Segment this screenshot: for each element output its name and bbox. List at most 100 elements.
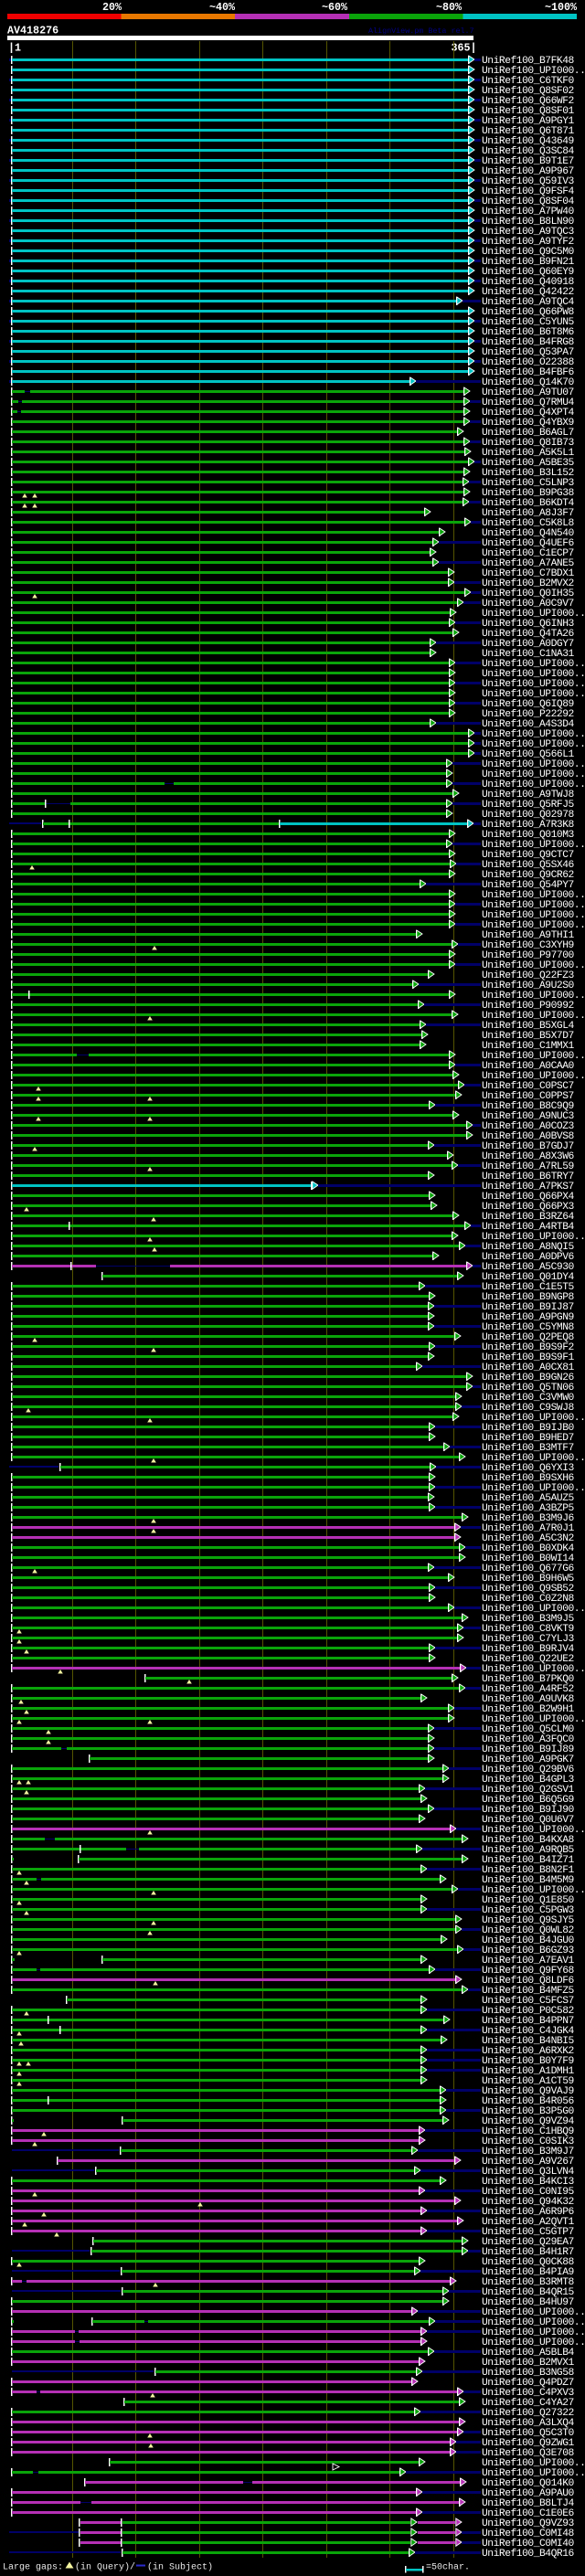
svg-text:UniRef100_B7GDJ7: UniRef100_B7GDJ7 — [482, 1141, 574, 1152]
svg-text:UniRef100_A7EAV1: UniRef100_A7EAV1 — [482, 1956, 574, 1966]
svg-text:UniRef100_B9FN21: UniRef100_B9FN21 — [482, 257, 574, 268]
svg-text:UniRef100_Q53PA7: UniRef100_Q53PA7 — [482, 347, 574, 358]
svg-text:UniRef100_UPI000..: UniRef100_UPI000.. — [482, 2317, 585, 2328]
svg-text:UniRef100_Q01DY4: UniRef100_Q01DY4 — [482, 1272, 574, 1283]
svg-text:UniRef100_C5K8L8: UniRef100_C5K8L8 — [482, 518, 574, 529]
svg-text:UniRef100_B6T8M6: UniRef100_B6T8M6 — [482, 327, 574, 338]
svg-text:UniRef100_B4H1R7: UniRef100_B4H1R7 — [482, 2247, 574, 2258]
svg-text:UniRef100_A9RQB5: UniRef100_A9RQB5 — [482, 1845, 574, 1856]
svg-text:UniRef100_B9IJ87: UniRef100_B9IJ87 — [482, 1302, 574, 1313]
svg-text:UniRef100_B8N2F1: UniRef100_B8N2F1 — [482, 1865, 574, 1876]
svg-text:UniRef100_UPI000..: UniRef100_UPI000.. — [482, 1825, 585, 1836]
svg-text:UniRef100_A9TWJ8: UniRef100_A9TWJ8 — [482, 790, 574, 800]
svg-text:UniRef100_Q3LVN4: UniRef100_Q3LVN4 — [482, 2167, 574, 2178]
svg-text:UniRef100_Q9SB52: UniRef100_Q9SB52 — [482, 1584, 574, 1595]
svg-text:UniRef100_B4FRG8: UniRef100_B4FRG8 — [482, 337, 574, 348]
svg-text:UniRef100_Q9VZ94: UniRef100_Q9VZ94 — [482, 2116, 574, 2127]
svg-text:UniRef100_UPI000..: UniRef100_UPI000.. — [482, 2458, 585, 2469]
svg-text:(in Query)/: (in Query)/ — [75, 2562, 135, 2573]
svg-text:UniRef100_A1DMH1: UniRef100_A1DMH1 — [482, 2066, 574, 2077]
svg-text:UniRef100_B3M9J6: UniRef100_B3M9J6 — [482, 1513, 574, 1524]
svg-text:AlignView.pm Beta rel.7: AlignView.pm Beta rel.7 — [368, 27, 474, 36]
svg-text:UniRef100_Q6YXI3: UniRef100_Q6YXI3 — [482, 1463, 574, 1474]
svg-text:UniRef100_UPI000..: UniRef100_UPI000.. — [482, 2307, 585, 2318]
svg-text:UniRef100_UPI000..: UniRef100_UPI000.. — [482, 769, 585, 780]
svg-text:UniRef100_B9IJB0: UniRef100_B9IJB0 — [482, 1423, 574, 1434]
svg-text:UniRef100_UPI000..: UniRef100_UPI000.. — [482, 1885, 585, 1896]
svg-text:UniRef100_Q59IV3: UniRef100_Q59IV3 — [482, 176, 574, 187]
svg-text:UniRef100_Q9FSF4: UniRef100_Q9FSF4 — [482, 186, 574, 197]
svg-text:UniRef100_UPI000..: UniRef100_UPI000.. — [482, 779, 585, 790]
svg-text:UniRef100_B5XGL4: UniRef100_B5XGL4 — [482, 1021, 574, 1032]
svg-text:UniRef100_UPI000..: UniRef100_UPI000.. — [482, 1071, 585, 1082]
svg-text:365|: 365| — [452, 42, 477, 55]
svg-text:UniRef100_B9SXH6: UniRef100_B9SXH6 — [482, 1473, 574, 1484]
svg-text:UniRef100_A0CAA0: UniRef100_A0CAA0 — [482, 1061, 574, 1072]
svg-text:UniRef100_A5AUZ5: UniRef100_A5AUZ5 — [482, 1493, 574, 1504]
svg-text:UniRef100_A3BZP5: UniRef100_A3BZP5 — [482, 1503, 574, 1514]
svg-text:UniRef100_B8C9Q9: UniRef100_B8C9Q9 — [482, 1101, 574, 1112]
svg-text:UniRef100_B2W9H1: UniRef100_B2W9H1 — [482, 1704, 574, 1715]
svg-text:UniRef100_C3VMW0: UniRef100_C3VMW0 — [482, 1393, 574, 1404]
svg-text:UniRef100_Q0WL82: UniRef100_Q0WL82 — [482, 1925, 574, 1936]
svg-text:UniRef100_A1CT59: UniRef100_A1CT59 — [482, 2076, 574, 2087]
svg-text:UniRef100_Q02978: UniRef100_Q02978 — [482, 810, 574, 821]
svg-text:UniRef100_B6Q5G9: UniRef100_B6Q5G9 — [482, 1795, 574, 1806]
svg-text:UniRef100_UPI000..: UniRef100_UPI000.. — [482, 2468, 585, 2479]
svg-text:Large gaps:: Large gaps: — [3, 2563, 63, 2573]
svg-text:UniRef100_B9T1E7: UniRef100_B9T1E7 — [482, 156, 574, 167]
svg-text:UniRef100_B2MVX1: UniRef100_B2MVX1 — [482, 2358, 574, 2369]
svg-text:UniRef100_A9TQC4: UniRef100_A9TQC4 — [482, 297, 574, 308]
svg-text:UniRef100_B6TRY7: UniRef100_B6TRY7 — [482, 1171, 574, 1182]
svg-text:UniRef100_Q677G6: UniRef100_Q677G6 — [482, 1564, 574, 1574]
svg-text:UniRef100_A5C930: UniRef100_A5C930 — [482, 1262, 574, 1273]
svg-text:UniRef100_B3RMT8: UniRef100_B3RMT8 — [482, 2277, 574, 2288]
svg-text:UniRef100_UPI000..: UniRef100_UPI000.. — [482, 689, 585, 700]
svg-text:UniRef100_Q7RMU4: UniRef100_Q7RMU4 — [482, 398, 574, 408]
svg-text:UniRef100_B9GN26: UniRef100_B9GN26 — [482, 1373, 574, 1383]
svg-text:UniRef100_B9S9F2: UniRef100_B9S9F2 — [482, 1342, 574, 1353]
svg-text:UniRef100_Q9SJY5: UniRef100_Q9SJY5 — [482, 1915, 574, 1926]
svg-text:UniRef100_UPI000..: UniRef100_UPI000.. — [482, 1483, 585, 1494]
svg-text:UniRef100_B4NBI5: UniRef100_B4NBI5 — [482, 2036, 574, 2047]
svg-text:UniRef100_B4KXA8: UniRef100_B4KXA8 — [482, 1835, 574, 1846]
svg-text:UniRef100_C5YMN8: UniRef100_C5YMN8 — [482, 1322, 574, 1333]
svg-text:UniRef100_Q014K0: UniRef100_Q014K0 — [482, 2478, 574, 2489]
svg-text:UniRef100_B4HU97: UniRef100_B4HU97 — [482, 2297, 574, 2308]
svg-text:UniRef100_B3NG58: UniRef100_B3NG58 — [482, 2368, 574, 2379]
svg-text:UniRef100_A3LXQ4: UniRef100_A3LXQ4 — [482, 2418, 574, 2429]
svg-text:UniRef100_A0BVS8: UniRef100_A0BVS8 — [482, 1131, 574, 1142]
svg-text:UniRef100_UPI000..: UniRef100_UPI000.. — [482, 679, 585, 690]
svg-text:20%: 20% — [102, 1, 122, 14]
svg-text:UniRef100_A7PW40: UniRef100_A7PW40 — [482, 207, 574, 217]
svg-text:UniRef100_B0Y7F9: UniRef100_B0Y7F9 — [482, 2056, 574, 2067]
svg-text:UniRef100_C3XYH9: UniRef100_C3XYH9 — [482, 940, 574, 951]
svg-text:UniRef100_Q2GSV1: UniRef100_Q2GSV1 — [482, 1785, 574, 1796]
svg-text:UniRef100_C0MI48: UniRef100_C0MI48 — [482, 2528, 574, 2539]
svg-text:UniRef100_Q14K70: UniRef100_Q14K70 — [482, 377, 574, 388]
svg-text:UniRef100_C5GTP7: UniRef100_C5GTP7 — [482, 2227, 574, 2238]
svg-text:UniRef100_Q40918: UniRef100_Q40918 — [482, 277, 574, 288]
svg-text:UniRef100_A9NUC3: UniRef100_A9NUC3 — [482, 1111, 574, 1122]
svg-text:UniRef100_Q9VZ93: UniRef100_Q9VZ93 — [482, 2518, 574, 2529]
svg-text:~60%: ~60% — [322, 1, 348, 14]
svg-text:UniRef100_Q0CK88: UniRef100_Q0CK88 — [482, 2257, 574, 2268]
svg-text:UniRef100_A9P967: UniRef100_A9P967 — [482, 166, 574, 177]
svg-text:UniRef100_B5X7D7: UniRef100_B5X7D7 — [482, 1031, 574, 1042]
svg-text:UniRef100_B8LTJ4: UniRef100_B8LTJ4 — [482, 2498, 574, 2509]
svg-text:~100%: ~100% — [545, 1, 578, 14]
svg-text:UniRef100_C6TKF0: UniRef100_C6TKF0 — [482, 76, 574, 87]
svg-text:UniRef100_UPI000..: UniRef100_UPI000.. — [482, 1714, 585, 1725]
svg-text:UniRef100_C0PPS7: UniRef100_C0PPS7 — [482, 1091, 574, 1102]
svg-text:UniRef100_B4IZ71: UniRef100_B4IZ71 — [482, 1855, 574, 1866]
svg-text:UniRef100_Q9ZWG1: UniRef100_Q9ZWG1 — [482, 2438, 574, 2449]
svg-text:UniRef100_A7ANE5: UniRef100_A7ANE5 — [482, 558, 574, 569]
svg-text:UniRef100_Q8LDF6: UniRef100_Q8LDF6 — [482, 1976, 574, 1987]
svg-text:UniRef100_C1ECP7: UniRef100_C1ECP7 — [482, 548, 574, 559]
svg-text:UniRef100_A8NQI5: UniRef100_A8NQI5 — [482, 1242, 574, 1253]
svg-text:UniRef100_Q94K32: UniRef100_Q94K32 — [482, 2197, 574, 2208]
svg-text:UniRef100_A8J3F7: UniRef100_A8J3F7 — [482, 508, 574, 519]
svg-text:UniRef100_C1MMX1: UniRef100_C1MMX1 — [482, 1041, 574, 1052]
svg-text:~80%: ~80% — [436, 1, 463, 14]
svg-text:UniRef100_B4QR15: UniRef100_B4QR15 — [482, 2287, 574, 2298]
